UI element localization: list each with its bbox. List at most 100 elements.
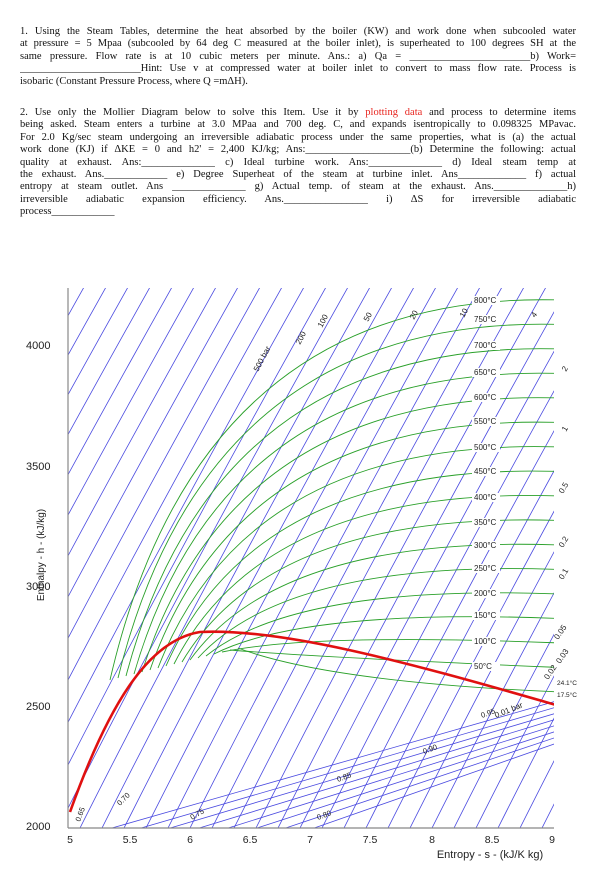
text-line: same pressure. Flow rate is at 10 cubic … <box>20 50 576 62</box>
isobar <box>0 280 66 840</box>
pressure-label: 1 <box>560 424 570 433</box>
text-line: entropy at steam outlet. Ans ___________… <box>20 181 576 193</box>
text-line: 2. Use only the Mollier Diagram below to… <box>20 107 576 119</box>
temperature-label: 100°C <box>474 637 497 646</box>
pressure-label: 0.01 bar <box>493 700 524 719</box>
isotherm <box>125 348 554 677</box>
label-bg <box>472 541 500 550</box>
label-bg <box>472 637 500 646</box>
pressure-label: 0.03 <box>554 647 571 665</box>
y-tick-label: 2000 <box>26 821 50 833</box>
y-tick-label: 2500 <box>26 701 50 713</box>
labels: 2000 2500 3000 3500 4000 5 5.5 6 6.5 7 7.5 8 8.5 9 Ent… <box>26 296 577 861</box>
side-label: 24.1°C <box>557 679 577 687</box>
quality-line <box>139 707 554 828</box>
isobar <box>519 760 554 828</box>
isotherm <box>157 446 554 669</box>
text-line: 1. Using the Steam Tables, determine the… <box>20 26 576 37</box>
label-bg <box>472 443 500 452</box>
isotherm <box>237 647 554 693</box>
label-bg <box>472 493 500 502</box>
temperature-label: 800°C <box>474 296 497 305</box>
side-label: 17.5°C <box>557 691 577 699</box>
isotherm <box>109 299 554 681</box>
curves <box>0 280 554 840</box>
isobar <box>68 288 150 436</box>
isobar <box>79 288 370 828</box>
isobar <box>211 288 502 828</box>
temperature-label: 600°C <box>474 393 497 402</box>
isotherm <box>221 639 554 653</box>
temperature-label: 450°C <box>474 467 497 476</box>
x-tick-label: 5 <box>67 834 73 846</box>
question-1: 1. Using the Steam Tables, determine the… <box>20 26 576 88</box>
quality-line <box>284 737 554 828</box>
temperature-label: 550°C <box>474 417 497 426</box>
isobar <box>233 288 524 828</box>
label-bg <box>472 417 500 426</box>
isobar <box>68 288 194 516</box>
x-axis-title: Entropy - s - (kJ/K kg) <box>437 849 543 861</box>
x-tick-label: 5.5 <box>123 834 138 846</box>
quality-label: 0.70 <box>115 791 132 808</box>
x-tick-label: 8 <box>429 834 435 846</box>
temperature-label: 200°C <box>474 589 497 598</box>
pressure-label: 0.02 <box>542 663 559 681</box>
isobar <box>68 288 260 640</box>
temperature-label: 750°C <box>474 315 497 324</box>
temperature-label: 150°C <box>474 611 497 620</box>
y-tick-label: 3500 <box>26 461 50 473</box>
pressure-label: 4 <box>529 310 539 319</box>
isobar <box>68 288 172 476</box>
document: 1. Using the Steam Tables, determine the… <box>20 26 576 219</box>
isobar <box>497 717 554 828</box>
label-bg <box>472 467 500 476</box>
text-line: irreversible adiabatic expansion efficie… <box>20 193 576 205</box>
text-line: process____________ <box>20 206 115 218</box>
text-line: _______________________Hint: Use v at co… <box>20 63 576 75</box>
isobar <box>68 288 304 724</box>
pressure-label: 0.2 <box>557 534 571 549</box>
isotherm <box>117 323 554 679</box>
isobar <box>68 288 106 356</box>
saturation-curve <box>68 630 554 813</box>
label-bg <box>472 589 500 598</box>
isobar <box>431 592 554 828</box>
text: 2. Use only the Mollier Diagram below to… <box>20 107 366 119</box>
isobar <box>387 510 554 828</box>
isobar <box>123 288 414 828</box>
isobar <box>101 288 392 828</box>
isotherm <box>229 649 554 668</box>
quality-label: 0.90 <box>422 742 439 755</box>
label-bg <box>472 296 500 305</box>
isobar <box>189 288 480 828</box>
pressure-label: 0.05 <box>552 623 569 641</box>
isobar <box>277 311 554 828</box>
isobar <box>299 350 554 828</box>
quality-line <box>110 701 554 828</box>
isobar <box>475 675 554 828</box>
temperature-label: 400°C <box>474 493 497 502</box>
pressure-label: 100 <box>316 312 330 328</box>
text-line: at pressure = 5 Mpaa (subcooled by 64 de… <box>20 38 576 50</box>
text-line: For 2.0 Kg/sec steam undergoing an irrev… <box>20 131 576 143</box>
quality-line <box>168 713 554 828</box>
isobar <box>145 288 436 828</box>
text-line: isobaric (Constant Pressure Process, whe… <box>20 75 248 87</box>
isobar <box>453 633 554 828</box>
isobar <box>68 288 348 810</box>
isobar <box>167 288 458 828</box>
text-line: work done (KJ) if ΔKE = 0 and h2' = 2,40… <box>20 144 576 156</box>
quality-line <box>255 731 554 828</box>
pressure-label: 0.5 <box>557 480 571 495</box>
quality-label: 0.65 <box>73 806 86 823</box>
x-tick-label: 8.5 <box>485 834 500 846</box>
label-bg <box>472 662 500 671</box>
y-tick-label: 3000 <box>26 581 50 593</box>
temperature-label: 500°C <box>474 443 497 452</box>
isobar <box>68 288 216 557</box>
label-bg <box>472 341 500 350</box>
label-bg <box>472 518 500 527</box>
label-bg <box>472 611 500 620</box>
